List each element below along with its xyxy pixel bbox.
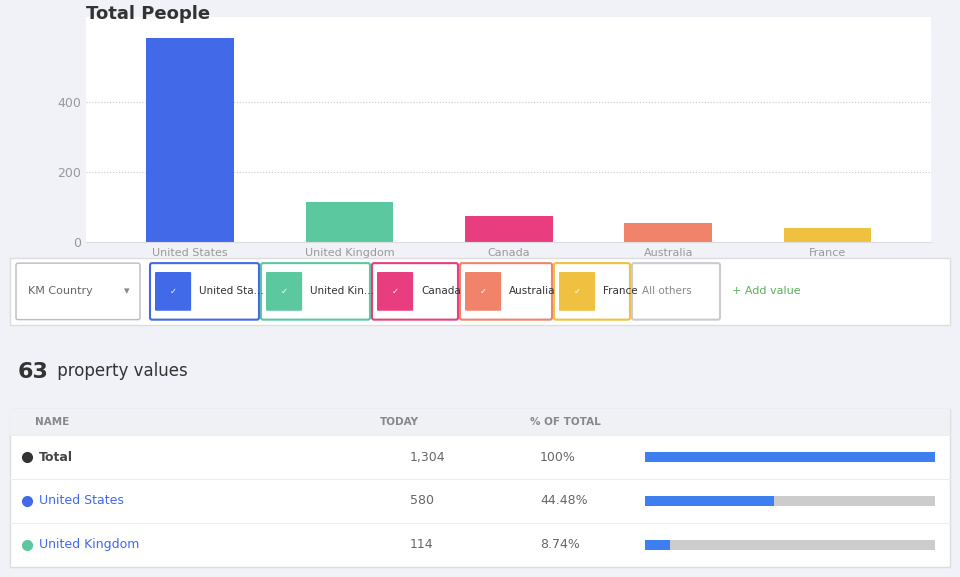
Text: United States: United States [39,494,124,507]
Text: 1,304: 1,304 [410,451,445,464]
Text: NAME: NAME [35,417,69,427]
FancyBboxPatch shape [554,263,630,320]
Bar [645,496,935,506]
Bar [645,452,935,462]
Text: % OF TOTAL: % OF TOTAL [530,417,601,427]
Text: Australia: Australia [510,286,556,297]
Text: Total: Total [39,451,73,464]
Text: ▾: ▾ [125,286,130,297]
Bar [10,409,950,567]
Bar [305,203,394,242]
Text: ✓: ✓ [392,287,398,296]
Text: ✓: ✓ [170,287,177,296]
Text: United Kingdom: United Kingdom [39,538,139,551]
Text: ✓: ✓ [280,287,288,296]
Bar [146,39,234,242]
Text: 8.74%: 8.74% [540,538,580,551]
Bar [645,452,935,462]
FancyBboxPatch shape [460,263,552,320]
Bar [465,216,553,242]
Text: All others: All others [642,286,692,297]
Text: ✓: ✓ [573,287,581,296]
Text: 114: 114 [410,538,434,551]
Bar [10,409,950,435]
FancyBboxPatch shape [155,272,191,311]
Text: 100%: 100% [540,451,576,464]
Text: 44.48%: 44.48% [540,494,588,507]
Text: United Kin...: United Kin... [310,286,374,297]
FancyBboxPatch shape [266,272,302,311]
Text: ✓: ✓ [480,287,487,296]
Text: United Sta...: United Sta... [200,286,264,297]
Text: France: France [604,286,638,297]
Text: + Add value: + Add value [732,286,801,297]
FancyBboxPatch shape [261,263,370,320]
Text: 580: 580 [410,494,434,507]
FancyBboxPatch shape [465,272,501,311]
Text: KM Country: KM Country [28,286,93,297]
Bar [645,496,774,506]
FancyBboxPatch shape [559,272,595,311]
Bar [645,540,935,550]
Text: property values: property values [52,362,188,380]
Text: Total People: Total People [86,5,210,23]
Text: TODAY: TODAY [380,417,419,427]
Bar [783,228,872,242]
Bar [645,540,670,550]
FancyBboxPatch shape [16,263,140,320]
Text: Canada: Canada [421,286,461,297]
FancyBboxPatch shape [632,263,720,320]
Text: 63: 63 [18,362,49,382]
Bar [624,223,712,242]
FancyBboxPatch shape [150,263,259,320]
FancyBboxPatch shape [372,263,458,320]
FancyBboxPatch shape [377,272,413,311]
